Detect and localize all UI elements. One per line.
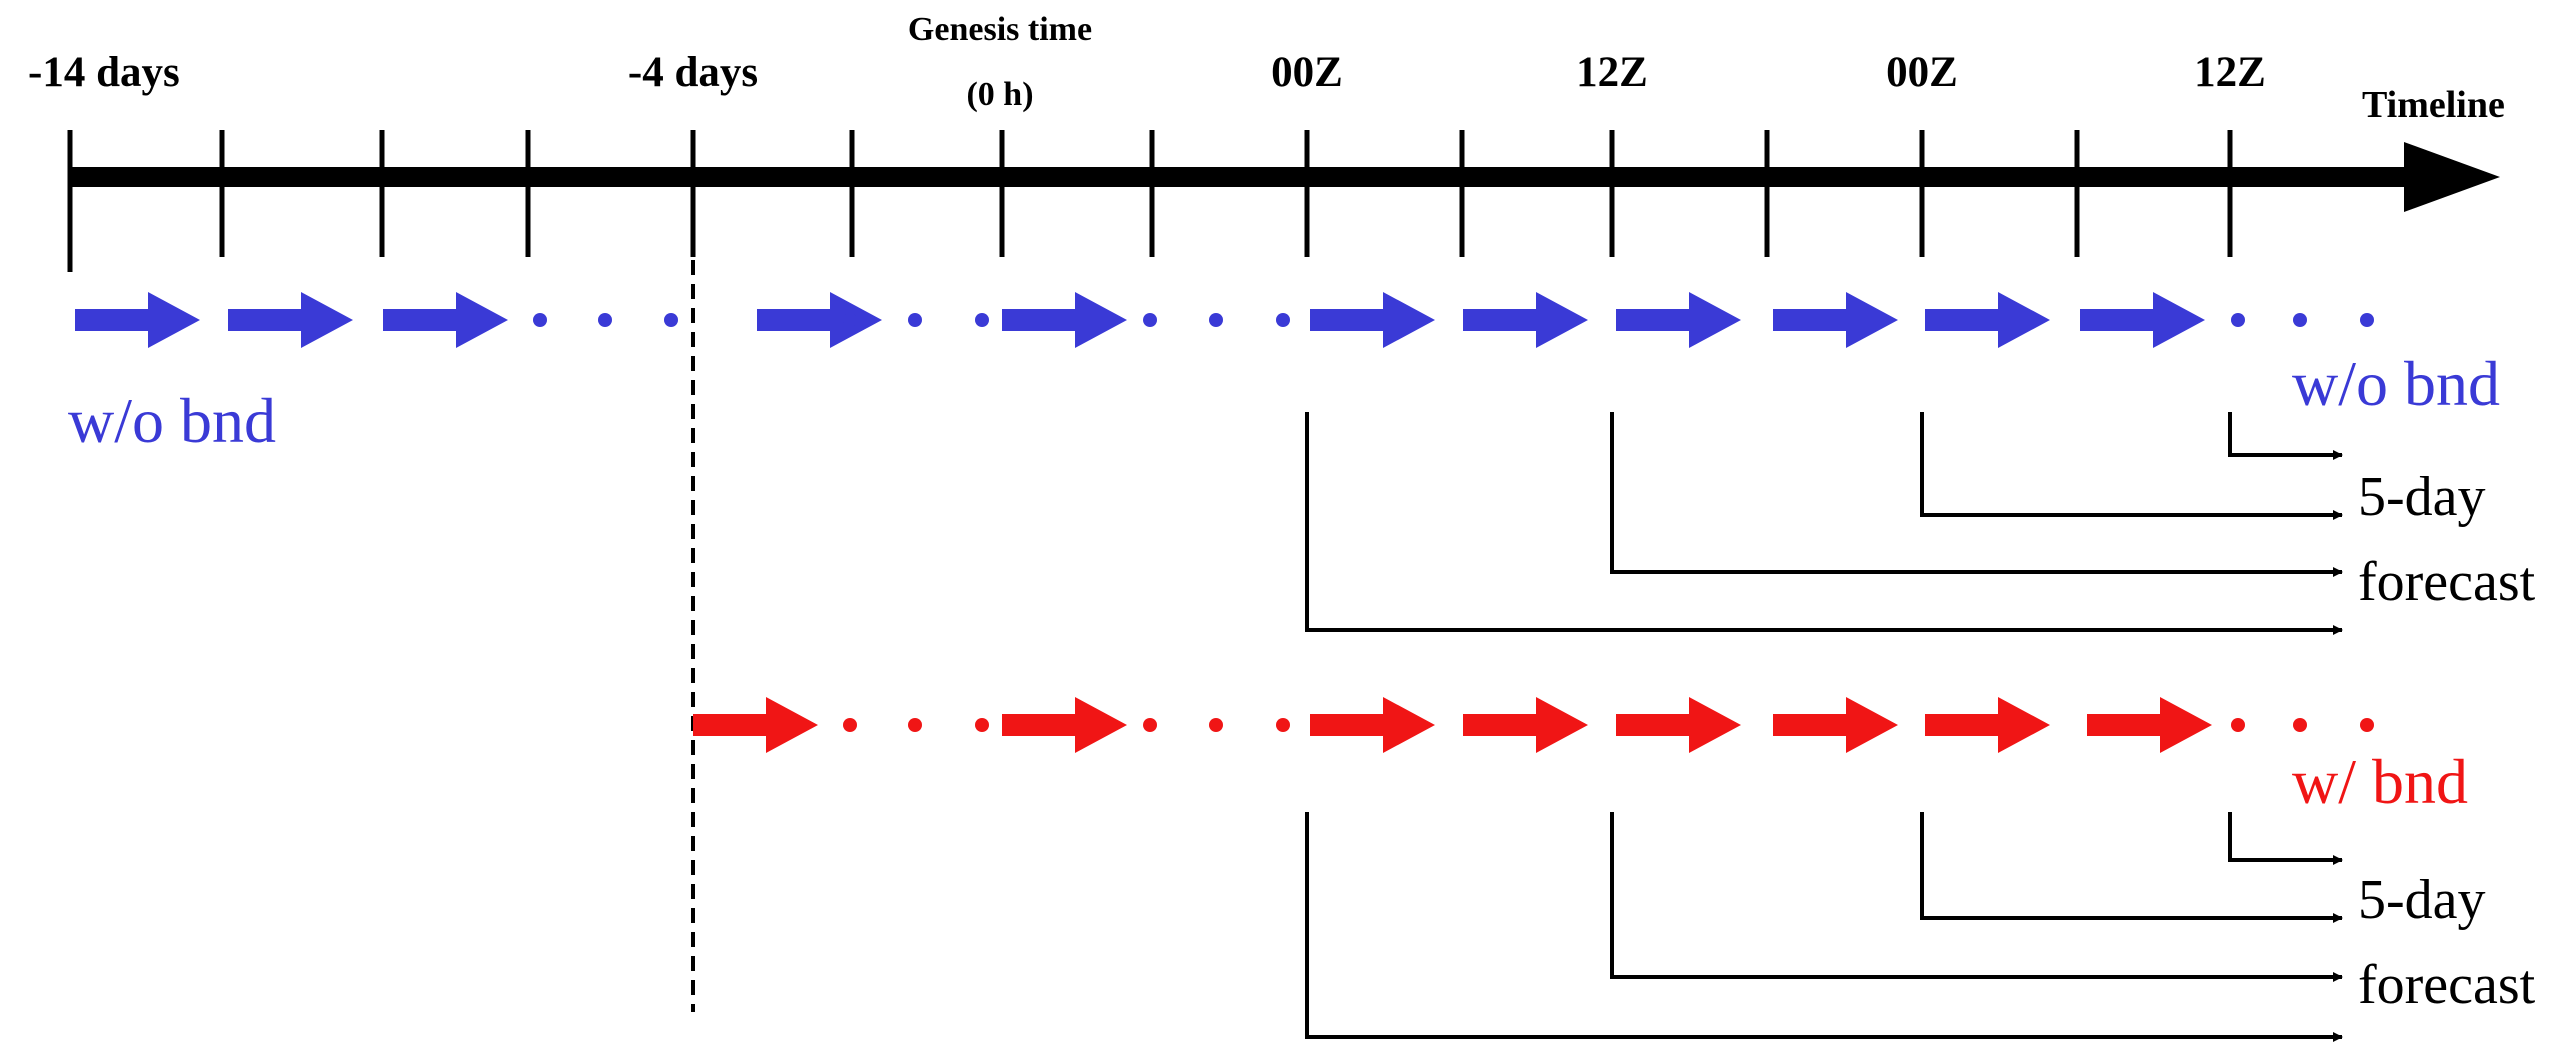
without-boundary-5-day-label: 5-day (2358, 466, 2486, 528)
forecast-arrow (1610, 812, 2343, 982)
gap-dot (1143, 718, 1157, 732)
with-boundary-label-right: w/ bnd (2292, 746, 2468, 817)
gap-dot (1209, 718, 1223, 732)
gap-dot (2360, 718, 2374, 732)
gap-dot (908, 718, 922, 732)
forecast-arrow (1610, 412, 2343, 577)
cycle-step-arrow-icon (2080, 292, 2205, 348)
label-00z-first: 00Z (1271, 49, 1343, 96)
without-boundary-label-right: w/o bnd (2292, 348, 2500, 419)
gap-dot (1209, 313, 1223, 327)
label-minus-4-days: -4 days (628, 49, 758, 96)
timeline-ticks (67, 130, 2233, 272)
forecast-arrow (1920, 412, 2343, 520)
label-genesis-time: Genesis time (908, 11, 1092, 48)
gap-dot (2231, 718, 2245, 732)
cycle-step-arrow-icon (1463, 292, 1588, 348)
cycle-step-arrow-icon (1773, 697, 1898, 753)
gap-dot (2360, 313, 2374, 327)
without-boundary-cycle-row (75, 292, 2374, 348)
gap-dot (1143, 313, 1157, 327)
forecast-arrow (1920, 812, 2343, 923)
forecast-arrow (2228, 412, 2343, 460)
forecast-arrow (1305, 412, 2343, 635)
timeline-label: Timeline (2362, 84, 2505, 126)
label-genesis-zero-hour: (0 h) (966, 76, 1033, 113)
cycle-step-arrow-icon (383, 292, 508, 348)
timeline-arrowhead-icon (2404, 142, 2500, 212)
cycle-step-arrow-icon (1925, 292, 2050, 348)
without-boundary-forecasts (1305, 412, 2343, 635)
gap-dot (1276, 313, 1290, 327)
cycle-step-arrow-icon (1773, 292, 1898, 348)
label-00z-second: 00Z (1886, 49, 1958, 96)
gap-dot (1276, 718, 1290, 732)
forecast-arrow (2228, 812, 2343, 865)
cycle-step-arrow-icon (1310, 292, 1435, 348)
cycle-step-arrow-icon (75, 292, 200, 348)
gap-dot (975, 718, 989, 732)
gap-dot (843, 313, 857, 327)
cycle-step-arrow-icon (1463, 697, 1588, 753)
gap-dot (598, 313, 612, 327)
cycle-step-arrow-icon (757, 292, 882, 348)
without-boundary-label-left: w/o bnd (68, 385, 276, 456)
gap-dot (908, 313, 922, 327)
with-boundary-cycle-row (693, 697, 2374, 753)
gap-dot (2231, 313, 2245, 327)
cycle-step-arrow-icon (1002, 697, 1127, 753)
cycle-step-arrow-icon (693, 697, 818, 753)
gap-dot (975, 313, 989, 327)
with-boundary-5-day-label: 5-day (2358, 869, 2486, 931)
cycle-step-arrow-icon (2087, 697, 2212, 753)
label-minus-14-days: -14 days (28, 49, 180, 96)
cycle-step-arrow-icon (228, 292, 353, 348)
without-boundary-forecast-label: forecast (2358, 551, 2536, 613)
with-boundary-forecasts (1305, 812, 2343, 1042)
cycle-step-arrow-icon (1310, 697, 1435, 753)
cycle-step-arrow-icon (1616, 292, 1741, 348)
gap-dot (533, 313, 547, 327)
cycle-step-arrow-icon (1925, 697, 2050, 753)
cycle-step-arrow-icon (1002, 292, 1127, 348)
forecast-arrow (1305, 812, 2343, 1042)
gap-dot (2293, 718, 2307, 732)
gap-dot (2293, 313, 2307, 327)
gap-dot (664, 313, 678, 327)
label-12z-second: 12Z (2194, 49, 2266, 96)
gap-dot (843, 718, 857, 732)
cycle-step-arrow-icon (1616, 697, 1741, 753)
label-12z-first: 12Z (1576, 49, 1648, 96)
with-boundary-forecast-label: forecast (2358, 954, 2536, 1016)
